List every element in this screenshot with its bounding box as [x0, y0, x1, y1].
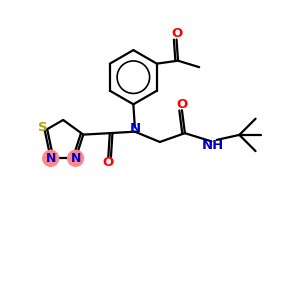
Circle shape [68, 150, 83, 166]
Text: NH: NH [202, 139, 224, 152]
Text: O: O [171, 27, 182, 40]
Circle shape [43, 150, 58, 166]
Text: N: N [129, 122, 140, 135]
Text: S: S [38, 121, 47, 134]
Text: O: O [103, 156, 114, 169]
Text: N: N [70, 152, 81, 165]
Text: N: N [46, 152, 56, 165]
Text: O: O [176, 98, 188, 111]
